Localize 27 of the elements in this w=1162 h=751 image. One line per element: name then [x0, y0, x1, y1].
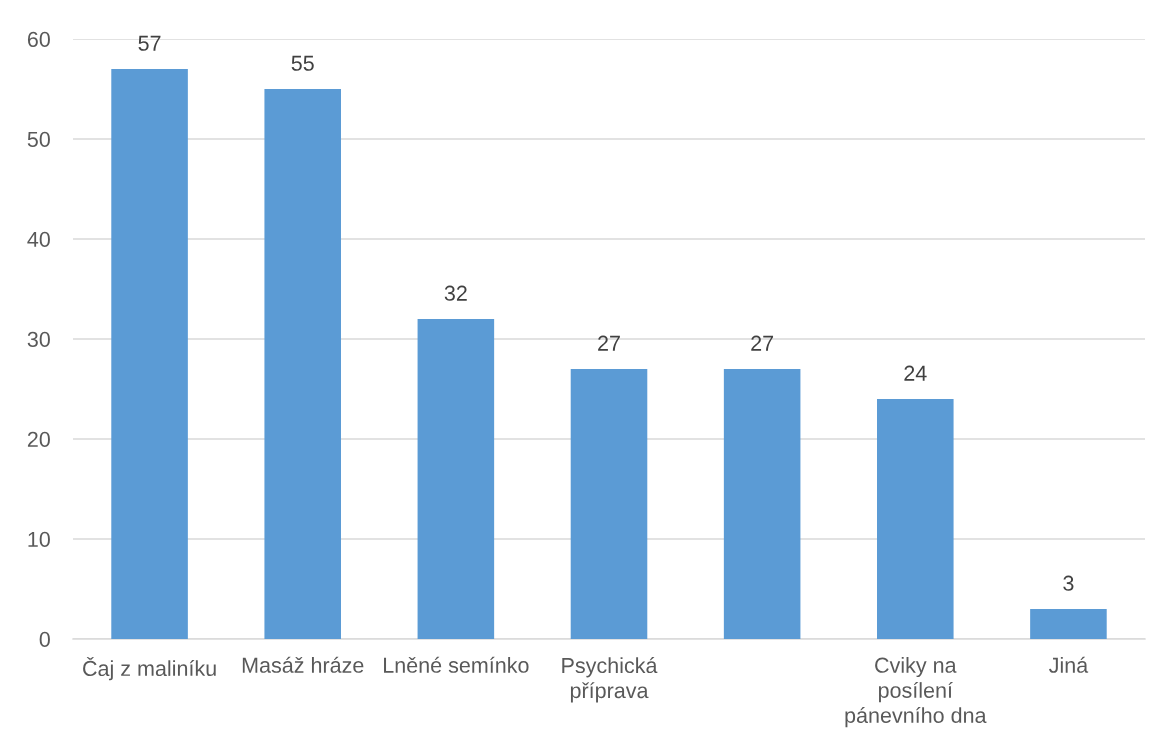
data-label: 3 [1063, 575, 1074, 591]
y-tick-label: 30 [27, 331, 50, 348]
data-label: 27 [751, 335, 774, 351]
bar [111, 69, 188, 639]
y-tick-label: 40 [27, 231, 50, 248]
y-tick-label: 60 [27, 31, 50, 48]
x-tick-label: Masáž hráze [242, 656, 364, 673]
y-tick-label: 0 [39, 631, 50, 648]
data-label: 24 [904, 365, 927, 381]
data-label: 32 [444, 285, 467, 301]
x-tick-label: Čaj z maliníku [83, 657, 216, 681]
x-tick-label: Jiná [1049, 656, 1089, 673]
y-tick-label: 10 [28, 531, 50, 548]
data-label: 27 [598, 335, 620, 351]
bar [570, 369, 648, 639]
data-label: 57 [138, 35, 161, 51]
bar [417, 319, 495, 639]
bar [877, 399, 954, 639]
y-tick-label: 20 [27, 431, 50, 448]
bar [1030, 609, 1107, 639]
bar [264, 89, 341, 639]
x-tick-label: Cviky na posílení pánevního dna [845, 657, 987, 728]
x-tick-label: Psychická příprava [562, 657, 658, 703]
x-tick-label: Lněné semínko [384, 656, 529, 673]
y-tick-label: 50 [27, 131, 50, 148]
data-label: 55 [291, 55, 314, 71]
bar [723, 369, 801, 639]
